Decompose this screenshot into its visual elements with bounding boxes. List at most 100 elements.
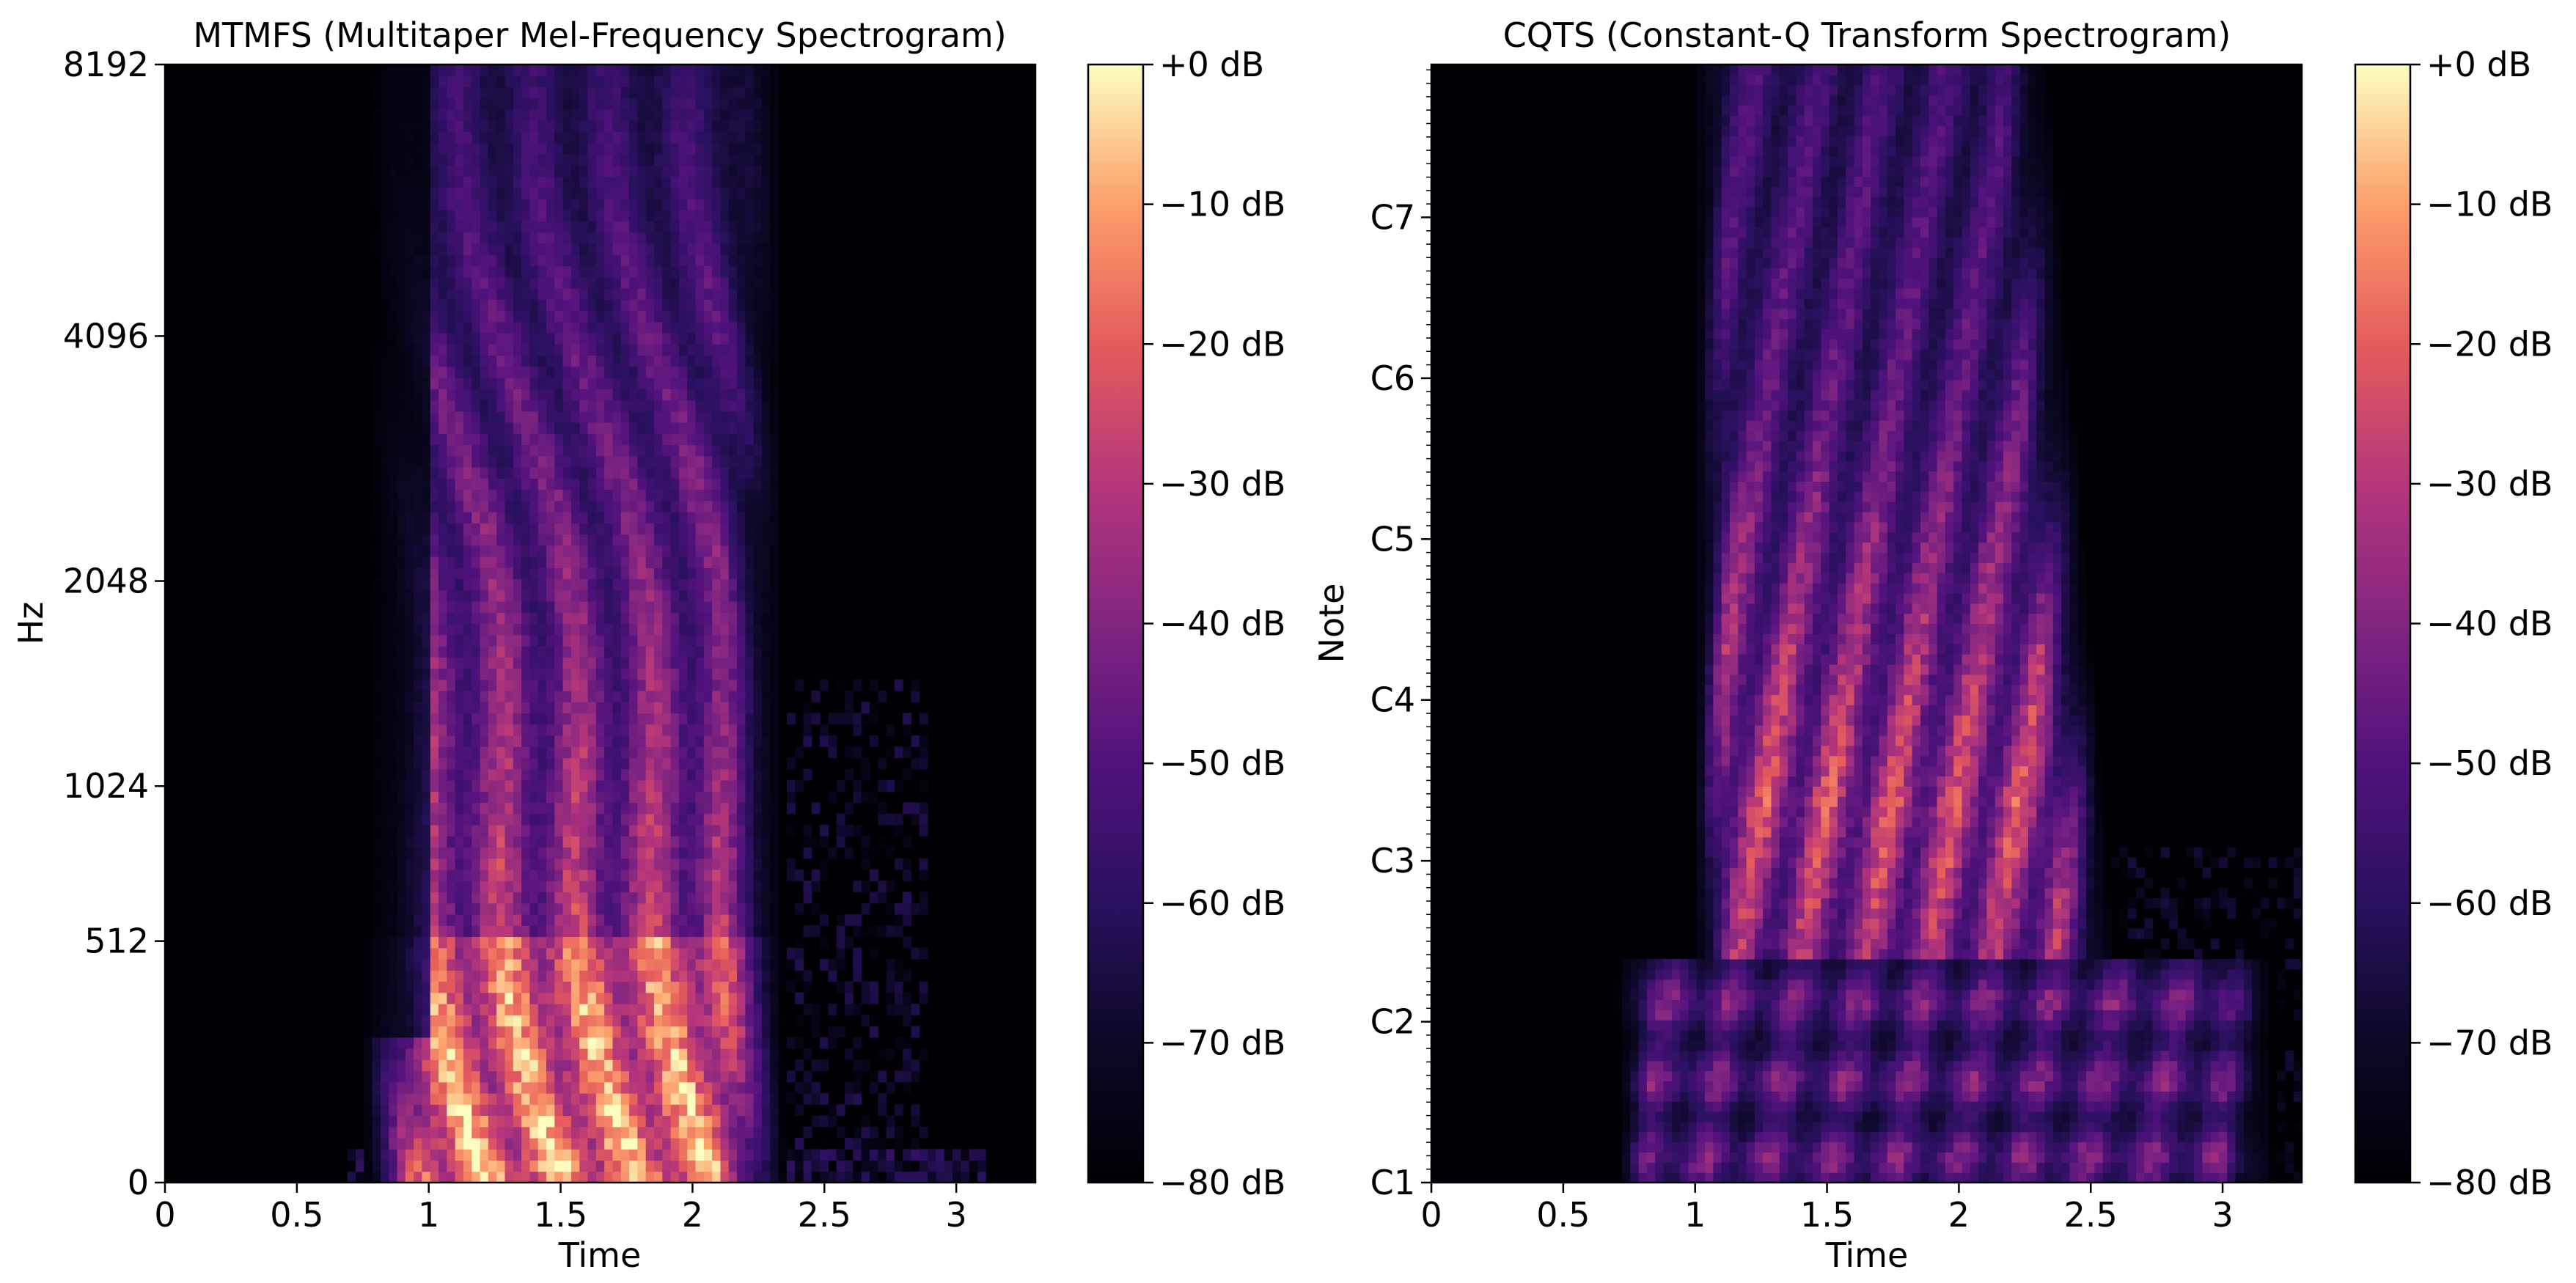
heatmap-cell: [720, 1037, 730, 1049]
heatmap-cell: [521, 444, 531, 457]
heatmap-cell: [562, 355, 572, 367]
heatmap-cell: [653, 713, 663, 725]
heatmap-cell: [455, 936, 464, 949]
heatmap-cell: [422, 500, 431, 512]
heatmap-cell: [504, 433, 514, 446]
heatmap-cell: [480, 422, 489, 434]
heatmap-cell: [678, 981, 688, 993]
heatmap-cell: [447, 713, 456, 725]
heatmap-cell: [645, 970, 655, 982]
heatmap-cell: [471, 646, 481, 658]
heatmap-cell: [579, 724, 589, 736]
heatmap-cell: [629, 825, 638, 837]
heatmap-cell: [645, 791, 655, 804]
heatmap-cell: [554, 623, 564, 636]
heatmap-cell: [587, 1037, 597, 1049]
heatmap-cell: [587, 1160, 597, 1172]
heatmap-cell: [496, 702, 506, 714]
heatmap-cell: [745, 847, 755, 859]
heatmap-cell: [712, 623, 722, 636]
heatmap-cell: [471, 1026, 481, 1038]
heatmap-cell: [670, 76, 680, 88]
heatmap-cell: [770, 1070, 779, 1083]
heatmap-cell: [678, 702, 688, 714]
heatmap-cell: [405, 892, 414, 904]
heatmap-cell: [720, 1048, 730, 1060]
heatmap-cell: [587, 858, 597, 870]
heatmap-cell: [687, 109, 697, 121]
heatmap-cell: [529, 724, 539, 736]
heatmap-cell: [753, 936, 763, 949]
heatmap-cell: [521, 120, 531, 133]
heatmap-cell: [405, 142, 414, 155]
heatmap-cell: [414, 657, 423, 669]
heatmap-cell: [720, 131, 730, 144]
heatmap-cell: [629, 243, 638, 255]
heatmap-cell: [554, 646, 564, 658]
heatmap-cell: [537, 355, 547, 367]
heatmap-cell: [480, 165, 489, 177]
heatmap-cell: [422, 981, 431, 993]
heatmap-cell: [397, 545, 406, 557]
heatmap-cell: [587, 936, 597, 949]
heatmap-cell: [662, 902, 672, 915]
heatmap-cell: [570, 1070, 580, 1083]
heatmap-cell: [753, 500, 763, 512]
heatmap-cell: [695, 333, 705, 345]
heatmap-cell: [687, 98, 697, 110]
heatmap-cell: [728, 411, 738, 423]
heatmap-cell: [761, 1059, 771, 1072]
heatmap-cell: [587, 344, 597, 356]
heatmap-cell: [372, 176, 381, 188]
heatmap-cell: [447, 1059, 456, 1072]
heatmap-cell: [455, 623, 464, 636]
heatmap-cell: [587, 713, 597, 725]
heatmap-cell: [620, 724, 630, 736]
heatmap-cell: [653, 1070, 663, 1083]
heatmap-cell: [471, 959, 481, 971]
heatmap-cell: [463, 947, 472, 960]
heatmap-cell: [471, 1160, 481, 1172]
heatmap-cell: [397, 534, 406, 546]
heatmap-cell: [397, 657, 406, 669]
heatmap-cell: [537, 500, 547, 512]
heatmap-cell: [728, 299, 738, 312]
heatmap-cell: [496, 601, 506, 613]
heatmap-cell: [629, 176, 638, 188]
heatmap-cell: [595, 634, 605, 647]
heatmap-cell: [496, 813, 506, 826]
heatmap-cell: [670, 813, 680, 826]
heatmap-cell: [604, 500, 614, 512]
heatmap-cell: [414, 333, 423, 345]
heatmap-cell: [447, 1081, 456, 1094]
heatmap-cell: [546, 243, 555, 255]
heatmap-cell: [537, 265, 547, 278]
heatmap-cell: [728, 1160, 738, 1172]
heatmap-cell: [653, 780, 663, 792]
heatmap-cell: [496, 556, 506, 568]
heatmap-cell: [480, 1037, 489, 1049]
heatmap-cell: [720, 321, 730, 334]
heatmap-cell: [480, 757, 489, 770]
heatmap-cell: [653, 746, 663, 759]
heatmap-cell: [786, 780, 796, 792]
heatmap-cell: [496, 768, 506, 781]
heatmap-cell: [745, 735, 755, 747]
heatmap-cell: [612, 970, 622, 982]
heatmap-cell: [529, 791, 539, 804]
heatmap-cell: [455, 925, 464, 938]
heatmap-cell: [612, 1070, 622, 1083]
heatmap-cell: [430, 1093, 439, 1105]
heatmap-cell: [414, 1015, 423, 1027]
heatmap-cell: [480, 321, 489, 334]
heatmap-cell: [455, 545, 464, 557]
heatmap-cell: [629, 523, 638, 535]
heatmap-cell: [397, 512, 406, 523]
heatmap-cell: [521, 489, 531, 501]
heatmap-cell: [720, 825, 730, 837]
heatmap-cell: [521, 478, 531, 490]
heatmap-cell: [579, 1160, 589, 1172]
heatmap-cell: [364, 936, 373, 949]
heatmap-cell: [380, 299, 389, 312]
heatmap-cell: [761, 142, 771, 155]
